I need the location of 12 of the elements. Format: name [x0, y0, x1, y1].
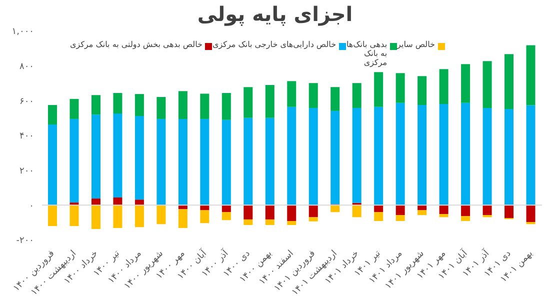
y-tick-label: ۲۰۰ — [19, 166, 34, 177]
y-tick-label: ۶۰۰ — [19, 96, 34, 107]
legend-label: خالص بدهی بخش دولتی به بانک مرکزی — [70, 40, 202, 49]
y-tick-label: ۰ — [29, 201, 34, 212]
y-tick-label: ۱,۰۰۰ — [12, 27, 34, 38]
legend-label: بدهی بانک‌ها به بانک مرکزی — [346, 40, 388, 67]
y-tick-label: ۴۰۰ — [19, 132, 34, 142]
chart-title: اجزای پایه پولی — [196, 2, 354, 26]
legend-label: خالص دارایی‌های خارجی بانک مرکزی — [212, 40, 336, 49]
y-tick-label: ۸۰۰ — [19, 62, 34, 72]
legend-label: خالص سایر — [397, 40, 435, 49]
y-tick-label: -۲۰۰ — [16, 236, 34, 246]
